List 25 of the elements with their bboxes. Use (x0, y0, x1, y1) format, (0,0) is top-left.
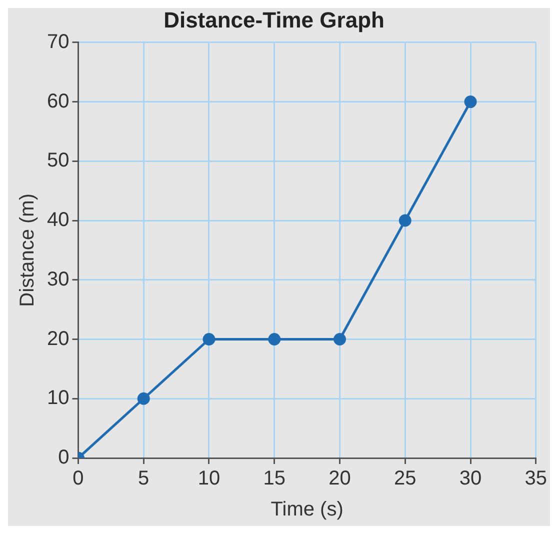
y-axis-title: Distance (m) (16, 194, 39, 307)
x-axis-title: Time (s) (270, 498, 344, 521)
point (202, 333, 216, 346)
y-tick-label: 0 (58, 446, 70, 469)
point (268, 333, 281, 346)
x-tick-label: 10 (198, 468, 220, 490)
x-tick-label: 35 (524, 468, 547, 490)
x-tick-label: 15 (263, 468, 286, 490)
y-tick-label: 50 (46, 150, 70, 172)
x-tick-label: 30 (459, 468, 482, 490)
point (398, 214, 412, 227)
y-tick-label: 60 (46, 90, 70, 112)
point (334, 333, 346, 346)
x-tick-label: 20 (328, 468, 351, 490)
point (464, 96, 477, 108)
y-tick-label: 20 (46, 328, 70, 350)
y-tick-label: 40 (46, 209, 70, 232)
x-tick-label: 5 (138, 468, 150, 490)
y-tick-label: 70 (46, 30, 70, 53)
chart-title: Distance-Time Graph (164, 7, 384, 32)
point (137, 392, 150, 405)
x-tick-label: 0 (72, 468, 84, 490)
y-tick-label: 30 (46, 268, 70, 290)
y-tick-label: 10 (46, 387, 70, 410)
x-tick-label: 25 (394, 468, 416, 490)
